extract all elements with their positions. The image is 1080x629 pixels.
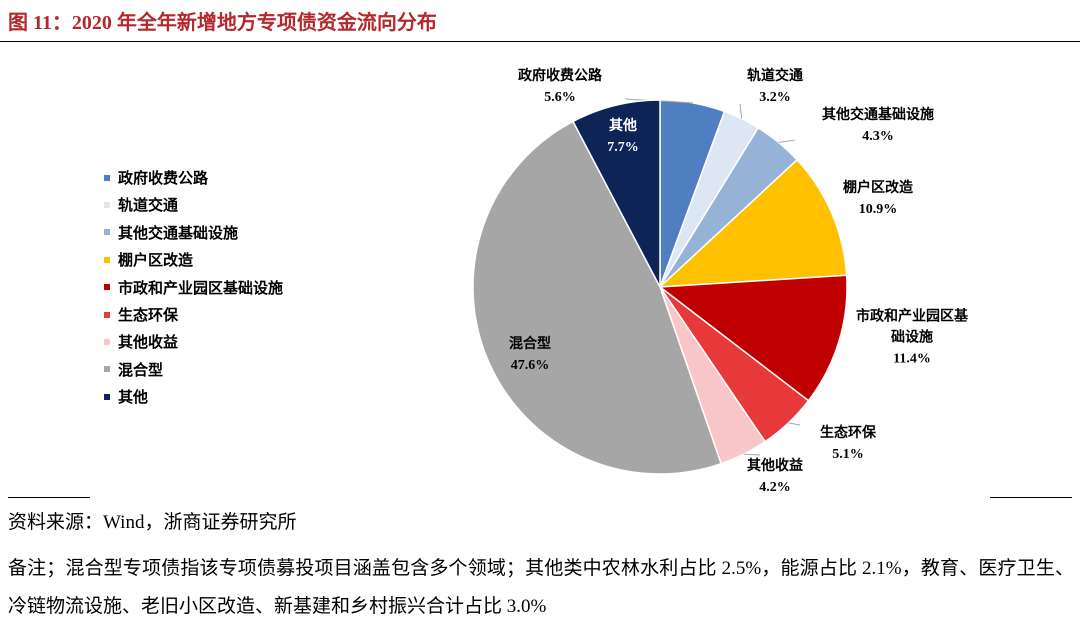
legend-label: 其他交通基础设施	[118, 225, 239, 242]
slice-label-value: 5.1%	[832, 447, 864, 462]
legend-swatch	[104, 284, 110, 291]
slice-label: 生态环保 5.1%	[820, 423, 876, 465]
slice-label-name: 棚户区改造	[843, 181, 913, 196]
legend-label: 生态环保	[118, 308, 179, 324]
legend-item: 生态环保	[104, 304, 178, 325]
leader-line	[788, 422, 801, 426]
leader-line	[739, 103, 743, 119]
legend-swatch	[104, 229, 110, 236]
legend-label: 政府收费公路	[118, 171, 209, 187]
chart-title: 图 11：2020 年全年新增地方专项债资金流向分布	[8, 12, 437, 34]
slice-label-name: 市政和产业园区基础设施	[856, 309, 968, 346]
slice-label-name: 生态环保	[820, 426, 876, 441]
source: 资料来源：Wind，浙商证券研究所	[8, 512, 297, 533]
slice-label-name: 其他交通基础设施	[822, 108, 934, 123]
legend-label: 其他收益	[118, 335, 179, 352]
bottom-rule	[990, 497, 1072, 498]
slice-label: 棚户区改造 10.9%	[843, 178, 913, 220]
legend-swatch	[104, 338, 110, 345]
slice-label-value: 11.4%	[893, 351, 931, 367]
note: 备注；混合型专项债指该专项债募投项目涵盖包含多个领域；其他类中农林水利占比 2.…	[8, 558, 1074, 617]
legend-label: 轨道交通	[118, 198, 179, 215]
legend-swatch	[104, 174, 110, 181]
pie-slice	[572, 99, 661, 288]
legend-item: 市政和产业园区基础设施	[104, 277, 283, 298]
legend-label: 混合型	[118, 362, 164, 379]
slice-label: 轨道交通 3.2%	[747, 66, 803, 108]
legend-swatch	[104, 311, 110, 318]
slice-label: 其他 7.7%	[607, 116, 639, 158]
pie-slice	[472, 120, 723, 475]
title-rule	[0, 41, 1080, 42]
slice-label-value: 4.2%	[759, 480, 791, 495]
slice-label-name: 其他收益	[747, 459, 803, 474]
slice-label-value: 47.6%	[510, 358, 550, 373]
pie-slice	[657, 158, 848, 288]
chart	[472, 98, 848, 475]
legend-item: 轨道交通	[104, 194, 178, 215]
slice-label-name: 混合型	[509, 337, 551, 352]
legend-label: 其他	[118, 390, 149, 407]
legend-item: 其他收益	[104, 331, 178, 352]
legend-item: 其他交通基础设施	[104, 222, 238, 243]
slice-label: 混合型 47.6%	[509, 334, 551, 376]
leader-line	[743, 453, 761, 456]
pie-slice	[657, 274, 848, 402]
legend-swatch	[104, 256, 110, 263]
legend-item: 政府收费公路	[104, 167, 208, 188]
slice-label-name: 轨道交通	[747, 69, 803, 84]
slice-label: 市政和产业园区基础设施 11.4%	[852, 307, 972, 370]
slice-label: 政府收费公路 5.6%	[518, 66, 602, 108]
leader-line	[778, 139, 796, 144]
bottom-rule	[8, 497, 90, 498]
slice-label-value: 10.9%	[858, 202, 898, 217]
legend-swatch	[104, 393, 110, 400]
slice-label-value: 7.7%	[607, 140, 639, 155]
slice-label-value: 3.2%	[759, 90, 791, 105]
legend-swatch	[104, 366, 110, 373]
legend-item: 混合型	[104, 359, 163, 380]
slice-label: 其他交通基础设施 4.3%	[822, 105, 934, 147]
slice-label-name: 政府收费公路	[518, 69, 602, 84]
slice-label-value: 4.3%	[862, 129, 894, 144]
slice-label-value: 5.6%	[544, 90, 576, 105]
legend-swatch	[104, 201, 110, 208]
slice-label-name: 其他	[609, 119, 637, 134]
legend-label: 市政和产业园区基础设施	[118, 280, 284, 297]
legend-label: 棚户区改造	[118, 253, 194, 270]
slice-label: 其他收益 4.2%	[747, 456, 803, 498]
legend-item: 棚户区改造	[104, 249, 193, 270]
legend-item: 其他	[104, 386, 148, 407]
